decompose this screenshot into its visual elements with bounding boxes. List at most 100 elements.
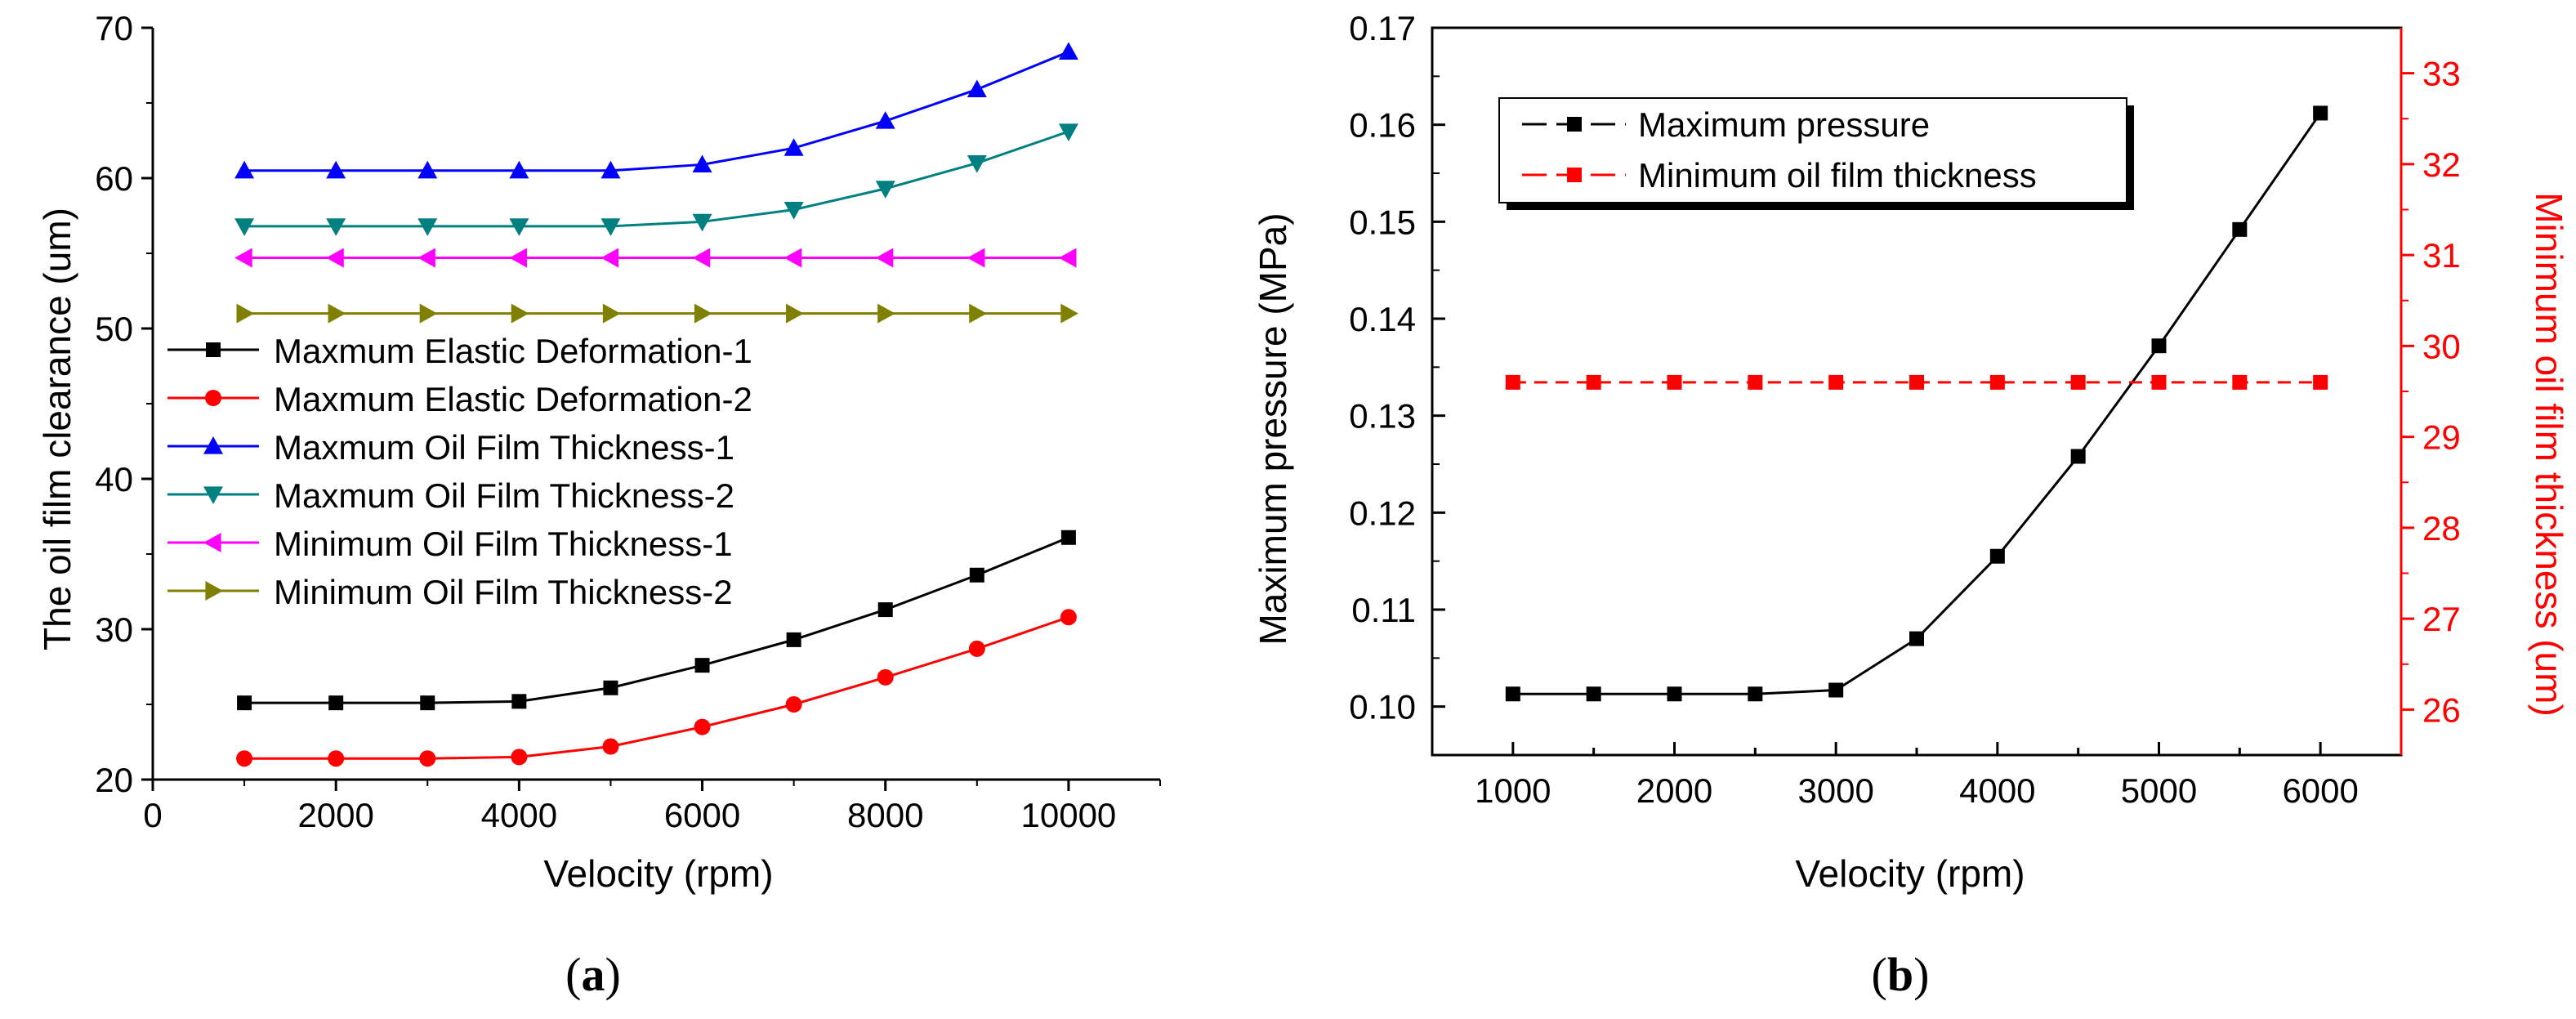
chart-a-legend-label: Minimum Oil Film Thickness-2 <box>274 573 733 611</box>
chart-a-legend: Maxmum Elastic Deformation-1 Maxmum Elast… <box>167 332 752 611</box>
chart-b-data-point <box>1505 374 1520 390</box>
chart-a-data-point <box>784 202 804 220</box>
chart-a-data-point <box>328 695 344 711</box>
chart-b-y-tick-label: 0.16 <box>1349 106 1416 145</box>
chart-a-data-point <box>875 111 895 129</box>
chart-a-data-point <box>509 248 527 268</box>
chart-a-legend-marker <box>206 342 221 357</box>
chart-b-data-point <box>1667 374 1682 390</box>
chart-b-legend-marker <box>1567 117 1582 132</box>
chart-b-axes: 1000 2000 3000 4000 5000 6000 0.10 0.11 0.12 0.13… <box>1349 9 2460 810</box>
chart-b-data-point <box>1748 374 1763 390</box>
chart-a-data-point <box>1058 42 1078 60</box>
chart-a-y-tick-label: 40 <box>95 460 133 498</box>
chart-a-legend-label: Maxmum Oil Film Thickness-1 <box>274 428 734 467</box>
chart-a-y-tick-label: 20 <box>95 761 133 799</box>
chart-a-data-point <box>509 218 529 236</box>
chart-a-data-point <box>328 750 345 767</box>
chart-b-data-point <box>1989 548 2005 564</box>
chart-a-data-point <box>692 213 712 232</box>
chart-a-x-tick-label: 0 <box>143 796 162 834</box>
chart-a-data-point <box>785 696 802 713</box>
chart-b-y2label: Minimum oil film thickness (um) <box>2528 192 2570 717</box>
chart-a-data-point <box>511 694 527 709</box>
chart-a-data-point <box>603 680 618 695</box>
chart-b-data-point <box>2151 338 2167 354</box>
chart-b-data-point <box>1989 374 2005 390</box>
chart-b-data-point <box>1909 631 1924 646</box>
chart-a-data-point <box>968 640 985 657</box>
chart-a-x-tick-label: 10000 <box>1021 796 1117 834</box>
chart-b-data-point <box>1505 686 1520 702</box>
chart-a-data-point <box>786 303 804 324</box>
chart-a-legend-label: Minimum Oil Film Thickness-1 <box>274 525 733 563</box>
chart-a-legend-marker <box>205 390 221 406</box>
chart-b-data-point <box>1909 374 1924 390</box>
chart-b-data-point <box>2232 374 2248 390</box>
chart-a-y-tick-label: 70 <box>95 9 133 47</box>
chart-b-x-tick-label: 4000 <box>1959 771 2035 810</box>
panel-a-caption: (a) <box>565 948 621 1001</box>
chart-a-data-point <box>1060 303 1078 324</box>
chart-b-y2-tick-label: 32 <box>2422 145 2461 184</box>
chart-a-legend-label: Maxmum Oil Film Thickness-2 <box>274 476 734 515</box>
chart-b-x-tick-label: 3000 <box>1797 771 1873 810</box>
chart-a-data-point <box>969 303 987 324</box>
chart-a-data-point <box>600 160 621 179</box>
chart-a-x-tick-label: 6000 <box>664 796 740 834</box>
chart-a-data-point <box>236 303 255 324</box>
chart-a-data-point <box>969 567 984 583</box>
chart-a-legend-label: Maxmum Elastic Deformation-2 <box>274 380 752 418</box>
chart-a-data-point <box>877 303 895 324</box>
chart-a-data-point <box>877 602 893 618</box>
chart-a-data-point <box>419 750 436 767</box>
chart-b-y2-tick-label: 30 <box>2422 327 2461 365</box>
chart-a-data-point <box>602 303 621 324</box>
chart-a-data-point <box>1060 530 1076 545</box>
chart-a-data-point <box>784 248 802 268</box>
chart-b-y-tick-label: 0.10 <box>1349 688 1416 726</box>
chart-b-legend-label: Minimum oil film thickness <box>1638 156 2037 194</box>
chart-a-legend-marker <box>203 436 223 454</box>
chart-b-y-tick-label: 0.13 <box>1349 397 1416 436</box>
chart-a-data-point <box>692 248 711 268</box>
chart-b: 1000 2000 3000 4000 5000 6000 0.10 0.11 0.12 0.13… <box>1252 9 2570 1001</box>
chart-b-data-point <box>1586 686 1601 702</box>
chart-b-legend-box <box>1498 97 2127 203</box>
panel-b-caption: (b) <box>1872 948 1930 1001</box>
chart-b-data-point <box>1828 682 1844 698</box>
chart-a-series-line-3 <box>244 51 1069 172</box>
chart-a-data-point <box>417 160 438 179</box>
chart-a-data-point <box>326 160 346 179</box>
chart-a-y-tick-label: 60 <box>95 159 133 198</box>
chart-b-legend: Maximum pressure Minimum oil film thickne… <box>1498 97 2134 210</box>
chart-a-data-point <box>328 303 346 324</box>
chart-a-legend-marker <box>203 533 221 552</box>
chart-b-y2-tick-label: 31 <box>2422 236 2461 275</box>
chart-a-data-point <box>234 218 255 236</box>
chart-a-series-line-4 <box>244 130 1069 228</box>
chart-a-data-point <box>600 248 619 268</box>
chart-a-data-point <box>1060 609 1077 626</box>
chart-b-ylabel: Maximum pressure (MPa) <box>1252 212 1294 645</box>
chart-b-series <box>1505 105 2328 702</box>
chart-a-legend-marker <box>203 486 223 504</box>
chart-a-data-point <box>967 79 987 98</box>
chart-a-data-point <box>1058 123 1078 141</box>
chart-b-x-tick-label: 6000 <box>2282 771 2358 810</box>
chart-a-data-point <box>784 138 804 156</box>
chart-b-data-point <box>1586 374 1601 390</box>
chart-b-legend-marker <box>1567 168 1582 182</box>
chart-a-data-point <box>602 738 619 755</box>
chart-b-y2-tick-label: 29 <box>2422 418 2461 457</box>
chart-a-data-point <box>694 303 712 324</box>
chart-a-data-point <box>509 160 529 179</box>
chart-a-data-point <box>694 658 710 673</box>
chart-a-ylabel: The oil film clearance (um) <box>36 208 78 650</box>
chart-a: 0 2000 4000 6000 8000 10000 20 30 40 50 60 70 Maxmu… <box>36 9 1161 1001</box>
chart-a-data-point <box>967 155 987 173</box>
chart-b-y-tick-label: 0.12 <box>1349 494 1416 532</box>
chart-a-data-point <box>694 718 711 735</box>
chart-a-y-tick-label: 30 <box>95 610 133 649</box>
chart-a-x-tick-label: 8000 <box>847 796 923 834</box>
